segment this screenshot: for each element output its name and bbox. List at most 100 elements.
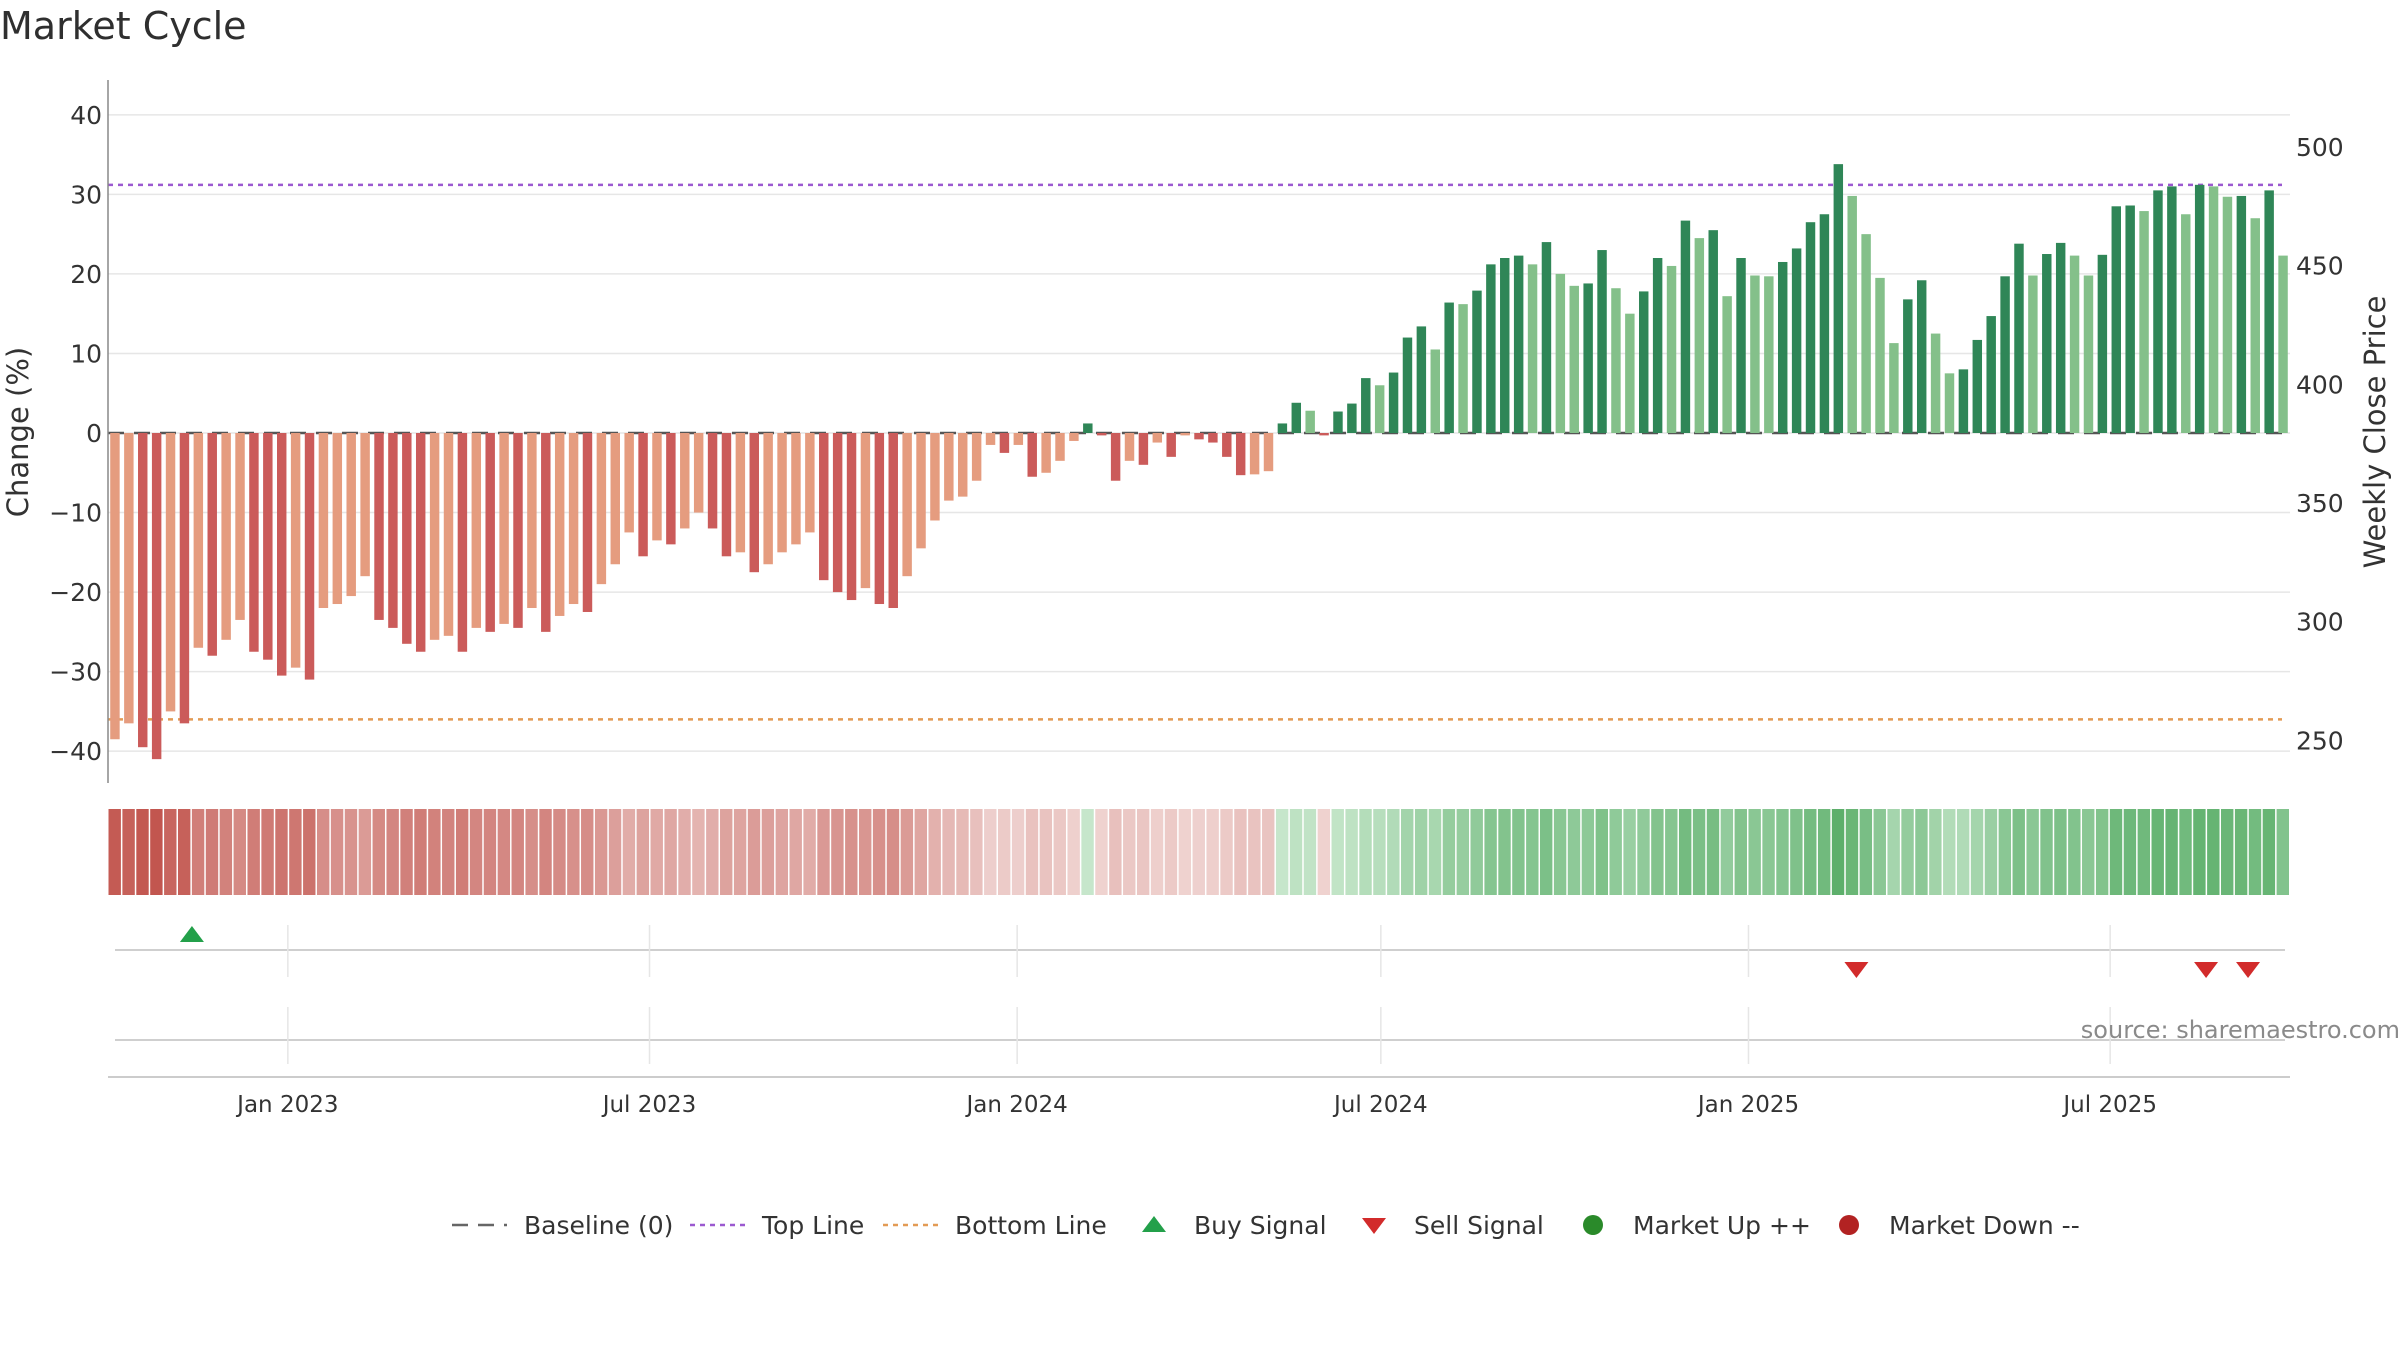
change-bar — [1138, 433, 1149, 465]
heat-cell — [984, 809, 997, 895]
change-bar — [1805, 222, 1816, 433]
change-bar — [860, 433, 871, 589]
change-bar — [832, 433, 843, 593]
heat-cell — [400, 809, 413, 895]
heat-cell — [1526, 809, 1539, 895]
change-bar — [1249, 433, 1260, 475]
change-bar — [1583, 283, 1593, 433]
change-bar — [1500, 258, 1510, 433]
grid-lines — [108, 114, 2290, 752]
change-bar — [1722, 296, 1732, 433]
change-bar — [2208, 186, 2219, 433]
heat-cell — [594, 809, 608, 895]
heat-cell — [497, 809, 511, 895]
heat-cell — [428, 809, 441, 895]
heat-cell — [1665, 809, 1678, 895]
heat-cell — [2068, 809, 2081, 895]
change-bar — [2153, 190, 2163, 433]
heat-cell — [1678, 809, 1692, 895]
heat-cell — [1150, 809, 1164, 895]
heat-cell — [1303, 809, 1317, 895]
change-bar — [1972, 339, 1983, 433]
heat-cell — [414, 809, 427, 895]
change-bar — [1444, 302, 1454, 433]
change-bar — [582, 433, 593, 612]
change-bar — [568, 433, 579, 605]
heat-cell — [886, 809, 900, 895]
heat-cell — [358, 809, 372, 895]
change-bar — [1152, 433, 1163, 443]
change-bar — [415, 433, 426, 652]
change-bar — [1235, 433, 1246, 476]
heat-cell — [1845, 809, 1859, 895]
change-bar — [1458, 304, 1468, 433]
heat-cell — [1998, 809, 2012, 895]
change-bar — [1986, 316, 1996, 433]
heat-cell — [1553, 809, 1567, 895]
legend-label: Bottom Line — [955, 1211, 1107, 1240]
heat-cell — [525, 809, 538, 895]
change-bar — [2181, 214, 2191, 433]
change-bar — [1291, 402, 1302, 433]
heat-cell — [316, 809, 330, 895]
heat-cell — [233, 809, 246, 895]
change-bar — [138, 433, 148, 748]
change-bar — [2194, 184, 2205, 433]
heat-cell — [122, 809, 135, 895]
change-bar — [1694, 238, 1705, 433]
legend-label: Top Line — [761, 1211, 864, 1240]
change-bar — [1041, 433, 1051, 473]
change-bar — [207, 433, 217, 656]
change-bar — [1388, 372, 1399, 433]
heat-cell — [1178, 809, 1192, 895]
change-bar — [2139, 211, 2149, 433]
heat-cell — [1053, 809, 1066, 895]
change-bar — [1110, 433, 1121, 481]
heat-cell — [817, 809, 830, 895]
legend-label: Market Down -- — [1889, 1211, 2080, 1240]
sell-signal-marker — [2236, 962, 2261, 978]
change-bar — [485, 433, 495, 632]
heat-cell — [1414, 809, 1428, 895]
y-tick-label: −40 — [49, 737, 102, 766]
change-bar — [916, 433, 926, 549]
change-bar — [680, 433, 690, 529]
heat-cell — [1609, 809, 1622, 895]
buy-signal-marker — [179, 926, 204, 942]
y2-tick-label: 300 — [2296, 608, 2344, 637]
heat-cell — [1692, 809, 1706, 895]
change-bar — [2000, 276, 2010, 433]
heat-cell — [372, 809, 385, 895]
x-tick-label: Jul 2024 — [1332, 1092, 1428, 1118]
change-bar — [791, 433, 801, 545]
heat-cell — [164, 809, 177, 895]
change-bar — [1305, 410, 1315, 433]
change-bar — [1069, 433, 1079, 441]
heat-cell — [1345, 809, 1358, 895]
legend-item-market-down: Market Down -- — [1839, 1211, 2080, 1240]
change-bar — [277, 433, 287, 676]
heat-cell — [1498, 809, 1511, 895]
heat-cell — [1067, 809, 1080, 895]
heat-cell — [942, 809, 955, 895]
heat-cell — [1734, 809, 1747, 895]
change-bar — [721, 433, 732, 557]
change-bar — [985, 433, 996, 445]
heat-cell — [581, 809, 594, 895]
legend-swatch — [1362, 1218, 1386, 1234]
heat-cell — [2262, 809, 2276, 895]
change-bar — [1625, 313, 1635, 433]
heat-cell — [136, 809, 149, 895]
heat-cell — [1401, 809, 1414, 895]
change-bar — [1889, 343, 1899, 433]
heat-cell — [289, 809, 302, 895]
change-bar — [1361, 378, 1371, 433]
change-bar — [263, 433, 273, 660]
change-bar — [999, 433, 1010, 453]
heat-cell — [2179, 809, 2192, 895]
legend-item-baseline-0: Baseline (0) — [452, 1211, 673, 1240]
y-axis-label: Change (%) — [1, 347, 35, 517]
change-bar — [2111, 206, 2121, 433]
heat-cell — [956, 809, 969, 895]
change-bar — [499, 433, 509, 624]
